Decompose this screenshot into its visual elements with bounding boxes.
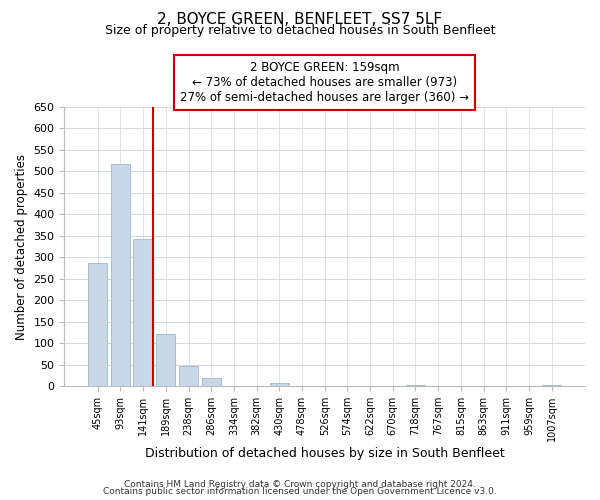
Bar	[179, 366, 198, 386]
Bar	[156, 334, 175, 386]
Bar	[269, 383, 289, 386]
Bar	[202, 378, 221, 386]
Bar	[406, 384, 425, 386]
Bar	[111, 164, 130, 386]
Text: Contains HM Land Registry data © Crown copyright and database right 2024.: Contains HM Land Registry data © Crown c…	[124, 480, 476, 489]
Bar	[88, 262, 107, 386]
Text: 2 BOYCE GREEN: 159sqm
← 73% of detached houses are smaller (973)
27% of semi-det: 2 BOYCE GREEN: 159sqm ← 73% of detached …	[180, 61, 469, 104]
X-axis label: Distribution of detached houses by size in South Benfleet: Distribution of detached houses by size …	[145, 447, 505, 460]
Text: 2, BOYCE GREEN, BENFLEET, SS7 5LF: 2, BOYCE GREEN, BENFLEET, SS7 5LF	[157, 12, 443, 28]
Text: Contains public sector information licensed under the Open Government Licence v3: Contains public sector information licen…	[103, 487, 497, 496]
Bar	[542, 384, 562, 386]
Y-axis label: Number of detached properties: Number of detached properties	[15, 154, 28, 340]
Text: Size of property relative to detached houses in South Benfleet: Size of property relative to detached ho…	[105, 24, 495, 37]
Bar	[133, 239, 153, 386]
